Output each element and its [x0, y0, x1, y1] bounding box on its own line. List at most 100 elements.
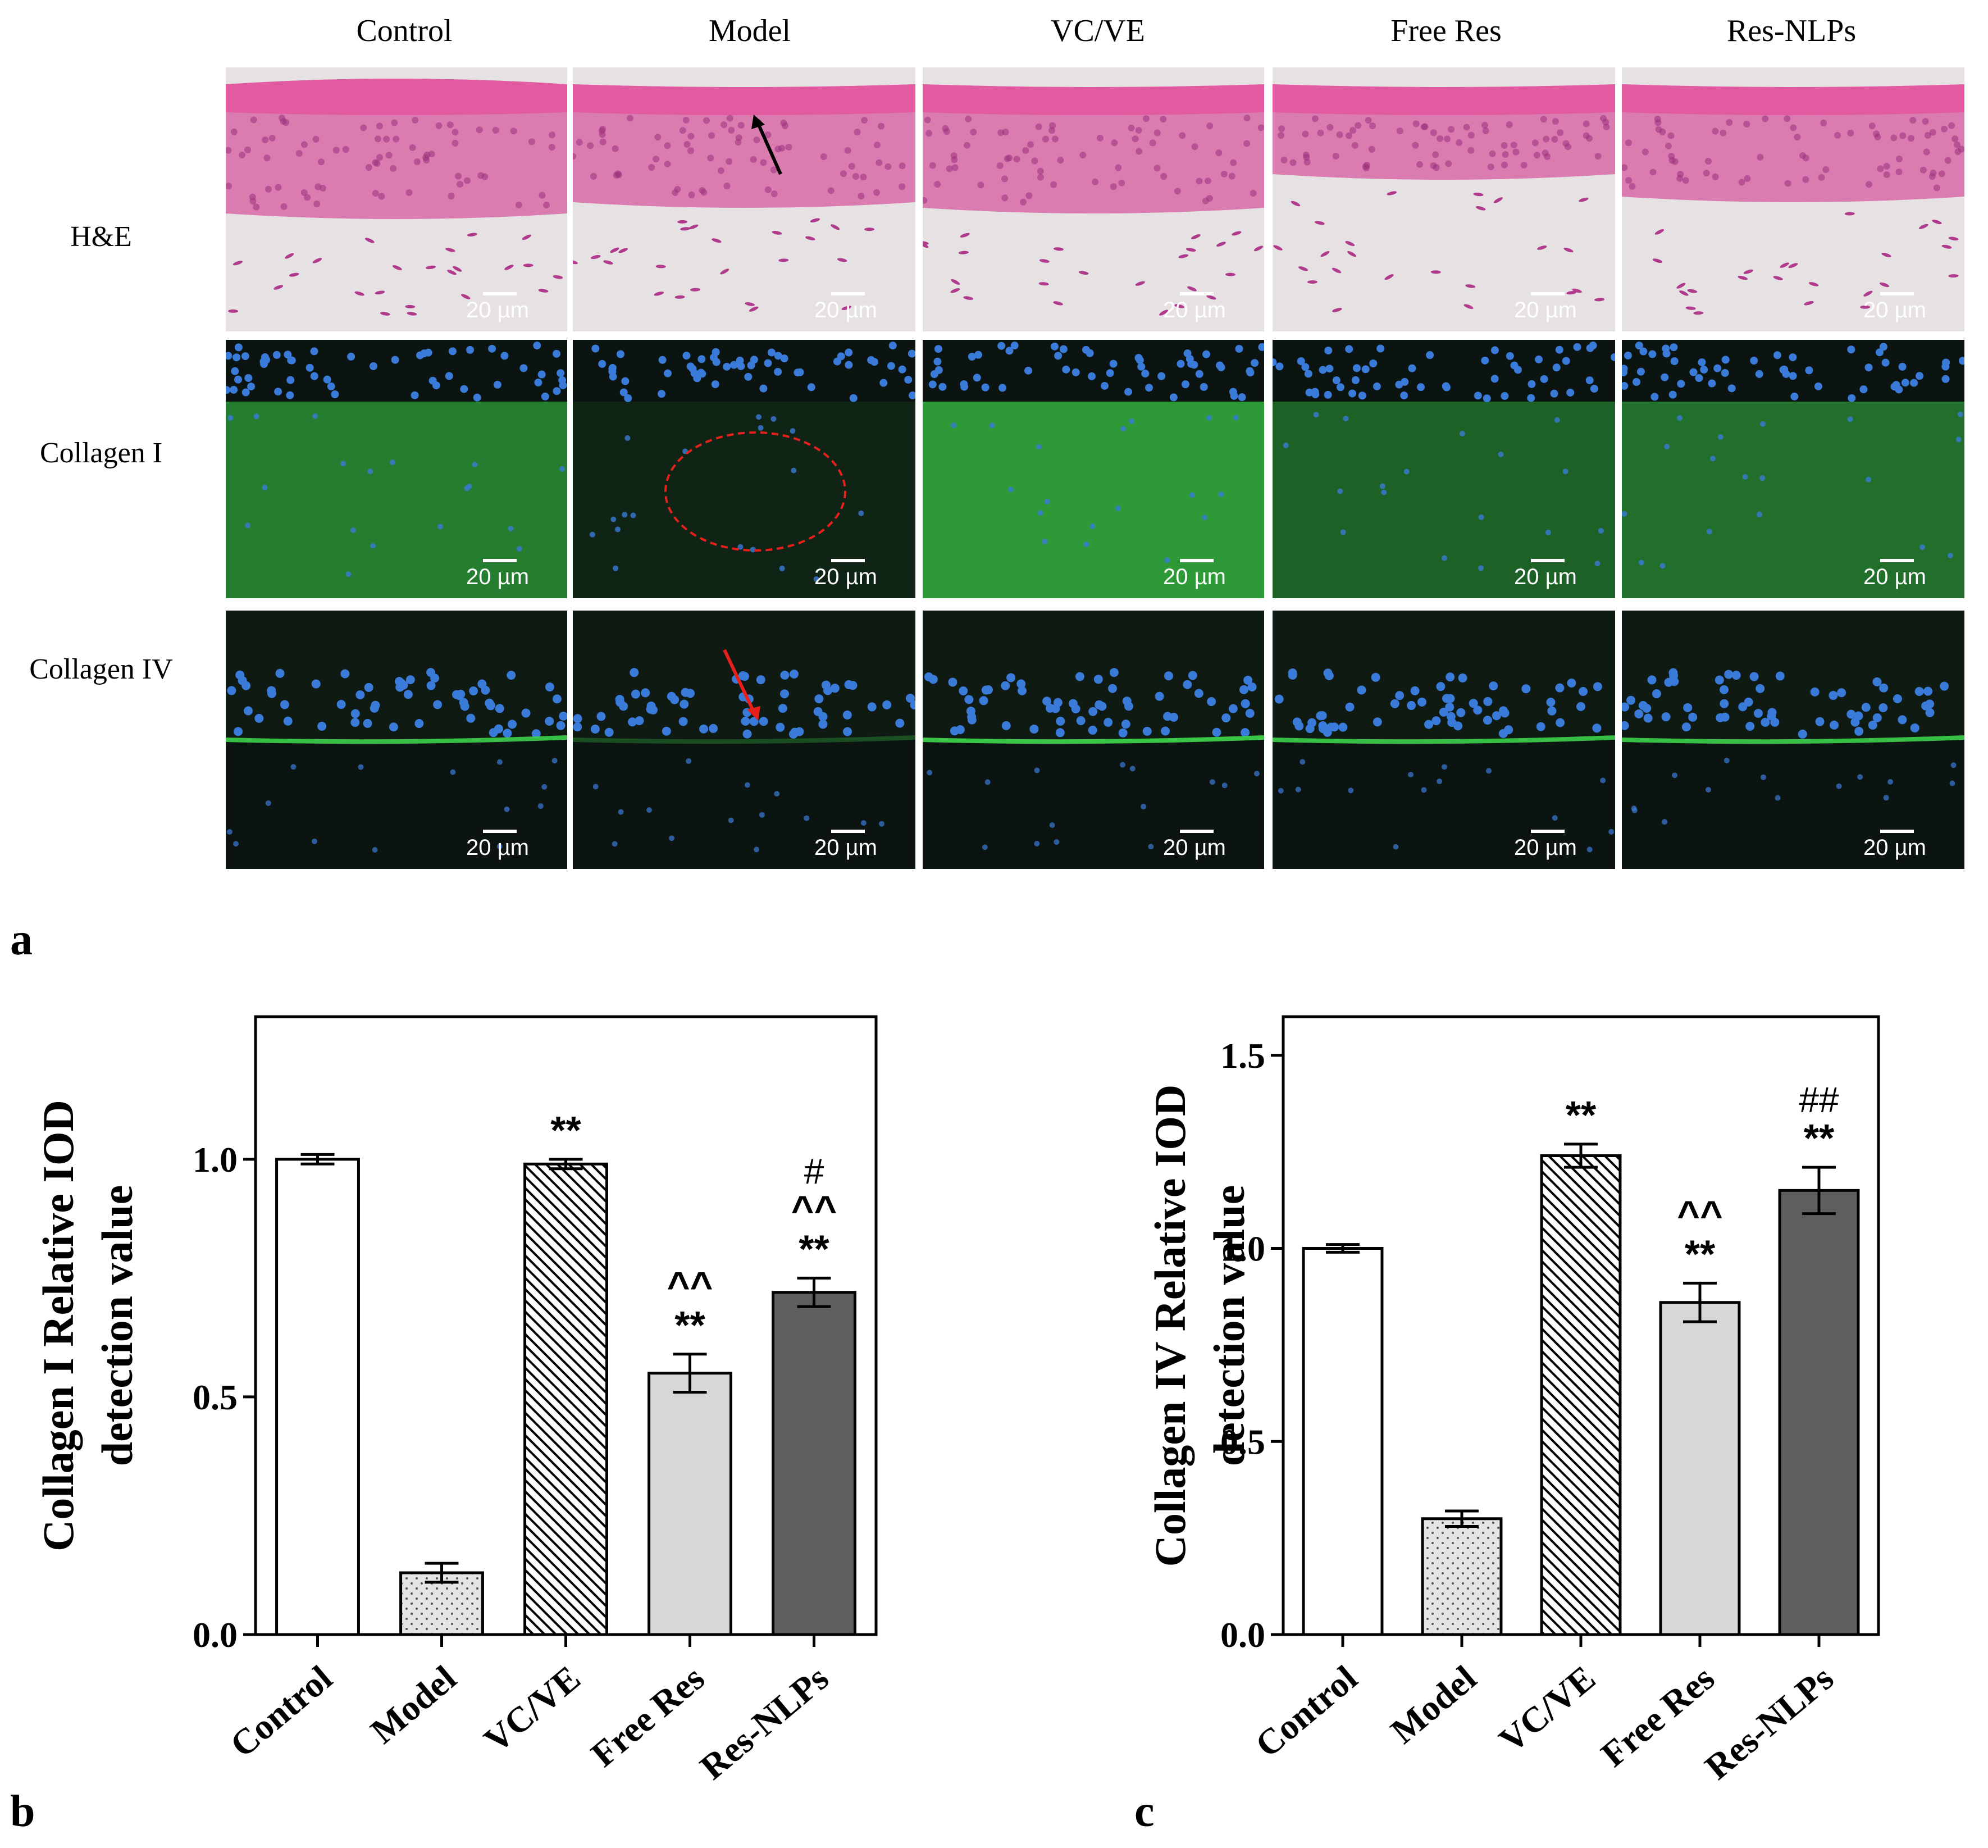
y-tick-label: 1.0	[193, 1140, 238, 1180]
scale-bar	[831, 292, 865, 295]
chart-svg: 0.0 0.5 1.0 1.5 Collagen IV Relative IOD dete…	[1146, 1015, 1880, 1786]
y-tick-label: 0.5	[193, 1377, 238, 1417]
micrograph-collagen-i-control: 20 µm	[226, 340, 567, 598]
bar-control	[275, 1158, 360, 1636]
scale-bar-label: 20 µm	[814, 298, 877, 322]
scale-bar-label: 20 µm	[814, 835, 877, 860]
scale-bar-label: 20 µm	[814, 565, 877, 589]
column-label-vcve: VC/VE	[1051, 13, 1145, 48]
column-label-model: Model	[708, 13, 791, 48]
scale-bar	[1531, 292, 1565, 295]
x-tick-label: Control	[222, 1658, 339, 1765]
scale-bar-label: 20 µm	[1163, 565, 1226, 589]
error-bar	[300, 1153, 335, 1166]
significance-label: **	[1566, 1093, 1597, 1137]
bar-chart-collagen-i: 0.0 0.5 1.0 Collagen I Relative IOD detectio…	[0, 1000, 955, 1786]
scale-bar-label: 20 µm	[1863, 835, 1926, 860]
error-bar	[549, 1158, 583, 1171]
bar-res-nlps	[772, 1291, 856, 1636]
error-bar	[1564, 1143, 1598, 1169]
significance-label: **	[1804, 1116, 1835, 1160]
y-tick-label: 0.0	[1220, 1615, 1265, 1655]
scale-bar-label: 20 µm	[1863, 298, 1926, 322]
significance-label: ##	[1799, 1080, 1839, 1120]
significance-label: ^^	[791, 1187, 837, 1231]
column-label-control: Control	[356, 13, 453, 48]
micrograph-collagen-iv-model: 20 µm	[573, 611, 915, 869]
micrograph-he-vcve: 20 µm	[923, 67, 1264, 331]
error-bar	[797, 1276, 831, 1308]
scale-bar-label: 20 µm	[1514, 565, 1577, 589]
x-tick-label: Res-NLPs	[692, 1658, 836, 1786]
scale-bar-label: 20 µm	[1514, 298, 1577, 322]
micrograph-collagen-i-vcve: 20 µm	[923, 340, 1264, 598]
micrograph-collagen-iv-res-nlps: 20 µm	[1622, 611, 1964, 869]
significance-label: **	[799, 1227, 829, 1271]
micrograph-collagen-i-res-nlps: 20 µm	[1622, 340, 1964, 598]
chart-svg: 0.0 0.5 1.0 Collagen I Relative IOD detectio…	[34, 1015, 878, 1786]
scale-bar-label: 20 µm	[1163, 298, 1226, 322]
column-label-res-nlps: Res-NLPs	[1726, 13, 1857, 48]
panel-letter-c: c	[1134, 1787, 1155, 1836]
scale-bar	[1880, 559, 1914, 562]
scale-bar	[483, 830, 517, 833]
error-bar	[425, 1562, 459, 1584]
y-axis-label-line1: Collagen IV Relative IOD	[1146, 1085, 1194, 1567]
scale-bar	[1531, 830, 1565, 833]
scale-bar	[831, 830, 865, 833]
scale-bar-label: 20 µm	[466, 835, 529, 860]
panel-letter-b: b	[10, 1787, 35, 1836]
significance-label: ^^	[667, 1264, 713, 1308]
error-bar	[1683, 1281, 1717, 1323]
row-label-he: H&E	[70, 221, 132, 253]
scale-bar	[483, 559, 517, 562]
bar-vc-ve	[523, 1162, 608, 1636]
bar-chart-collagen-iv: 0.0 0.5 1.0 1.5 Collagen IV Relative IOD dete…	[1112, 1000, 1988, 1786]
y-tick-label: 1.0	[1220, 1229, 1265, 1269]
scale-bar	[483, 292, 517, 295]
error-bar	[1445, 1509, 1479, 1528]
x-tick-label: Model	[1383, 1658, 1484, 1751]
scale-bar	[1180, 292, 1214, 295]
micrograph-collagen-i-model: 20 µm	[573, 340, 915, 598]
bar-model	[1421, 1517, 1503, 1636]
significance-label: **	[1685, 1232, 1716, 1276]
bar-free-res	[648, 1372, 732, 1636]
error-bar	[1326, 1243, 1360, 1254]
x-tick-label: Res-NLPs	[1698, 1658, 1841, 1786]
error-bar	[1802, 1166, 1836, 1216]
y-tick-label: 0.5	[1220, 1422, 1265, 1462]
x-tick-label: Control	[1248, 1658, 1365, 1765]
error-bar	[673, 1353, 707, 1394]
significance-label: #	[804, 1151, 824, 1191]
row-label-collagen-i: Collagen I	[39, 437, 163, 469]
scale-bar-label: 20 µm	[466, 565, 529, 589]
scale-bar-label: 20 µm	[1514, 835, 1577, 860]
scale-bar	[1531, 559, 1565, 562]
column-label-free-res: Free Res	[1390, 13, 1502, 48]
scale-bar	[1180, 830, 1214, 833]
bar-control	[1302, 1247, 1384, 1636]
panel-letter-a: a	[10, 915, 33, 964]
significance-label: **	[550, 1108, 581, 1152]
row-label-collagen-iv: Collagen IV	[29, 653, 173, 685]
x-tick-label: VC/VE	[1492, 1658, 1603, 1760]
x-tick-label: Model	[363, 1658, 463, 1751]
scale-bar-label: 20 µm	[1863, 565, 1926, 589]
micrograph-collagen-iv-free-res: 20 µm	[1273, 611, 1615, 869]
scale-bar	[1880, 292, 1914, 295]
y-axis-label-line1: Collagen I Relative IOD	[34, 1100, 83, 1551]
significance-label: ^^	[1677, 1192, 1723, 1236]
black-arrow	[756, 122, 782, 175]
scale-bar-label: 20 µm	[1163, 835, 1226, 860]
y-tick-label: 0.0	[193, 1615, 238, 1655]
micrograph-collagen-iv-vcve: 20 µm	[923, 611, 1264, 869]
scale-bar	[1880, 830, 1914, 833]
scale-bar-label: 20 µm	[466, 298, 529, 322]
bar-free-res	[1659, 1301, 1741, 1636]
scale-bar	[1180, 559, 1214, 562]
micrograph-he-res-nlps: 20 µm	[1622, 67, 1964, 331]
red-dashed-circle	[664, 431, 846, 552]
micrograph-he-free-res: 20 µm	[1273, 67, 1615, 331]
bar-res-nlps	[1778, 1189, 1860, 1636]
